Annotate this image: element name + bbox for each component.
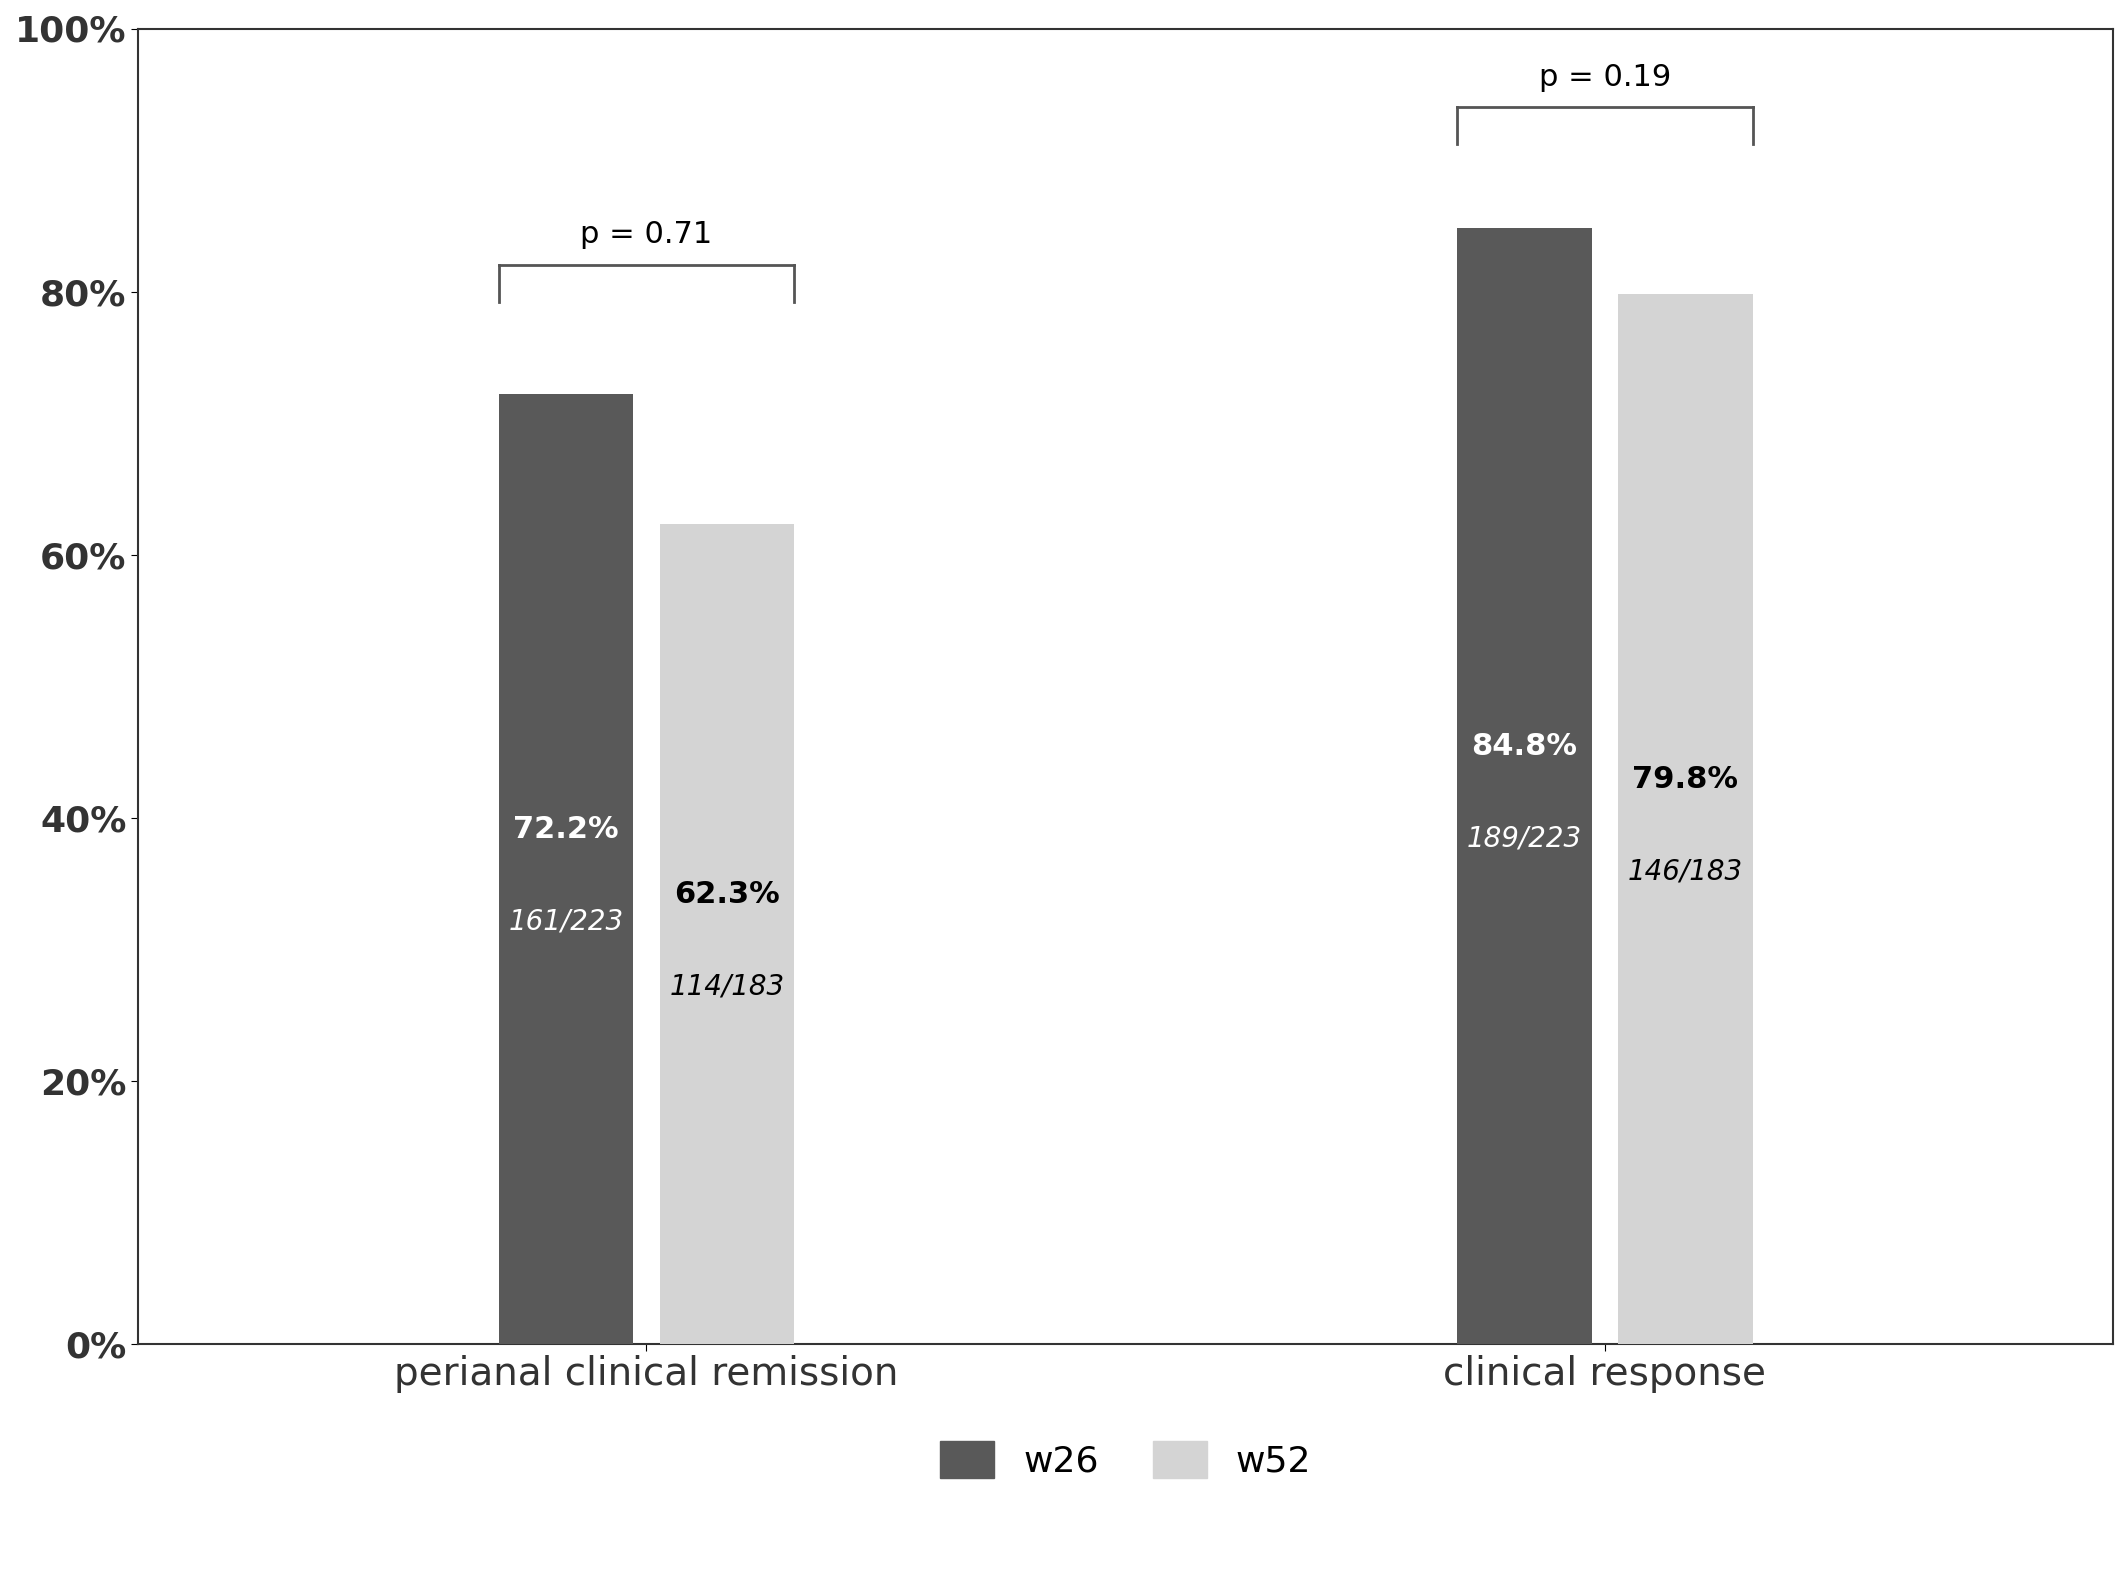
- Text: 189/223: 189/223: [1466, 825, 1581, 852]
- Text: 84.8%: 84.8%: [1470, 733, 1577, 761]
- Bar: [1458, 228, 1592, 1344]
- Legend: w26, w52: w26, w52: [921, 1422, 1330, 1497]
- Text: 79.8%: 79.8%: [1632, 764, 1739, 793]
- Bar: [1619, 294, 1753, 1344]
- Text: p = 0.71: p = 0.71: [581, 220, 713, 249]
- Text: 72.2%: 72.2%: [513, 816, 619, 844]
- Text: 62.3%: 62.3%: [675, 879, 779, 910]
- Text: p = 0.19: p = 0.19: [1539, 62, 1670, 91]
- Bar: [498, 394, 632, 1344]
- Text: 146/183: 146/183: [1628, 857, 1743, 886]
- Text: 114/183: 114/183: [670, 972, 785, 1001]
- Text: 161/223: 161/223: [509, 908, 624, 935]
- Bar: [660, 523, 794, 1344]
